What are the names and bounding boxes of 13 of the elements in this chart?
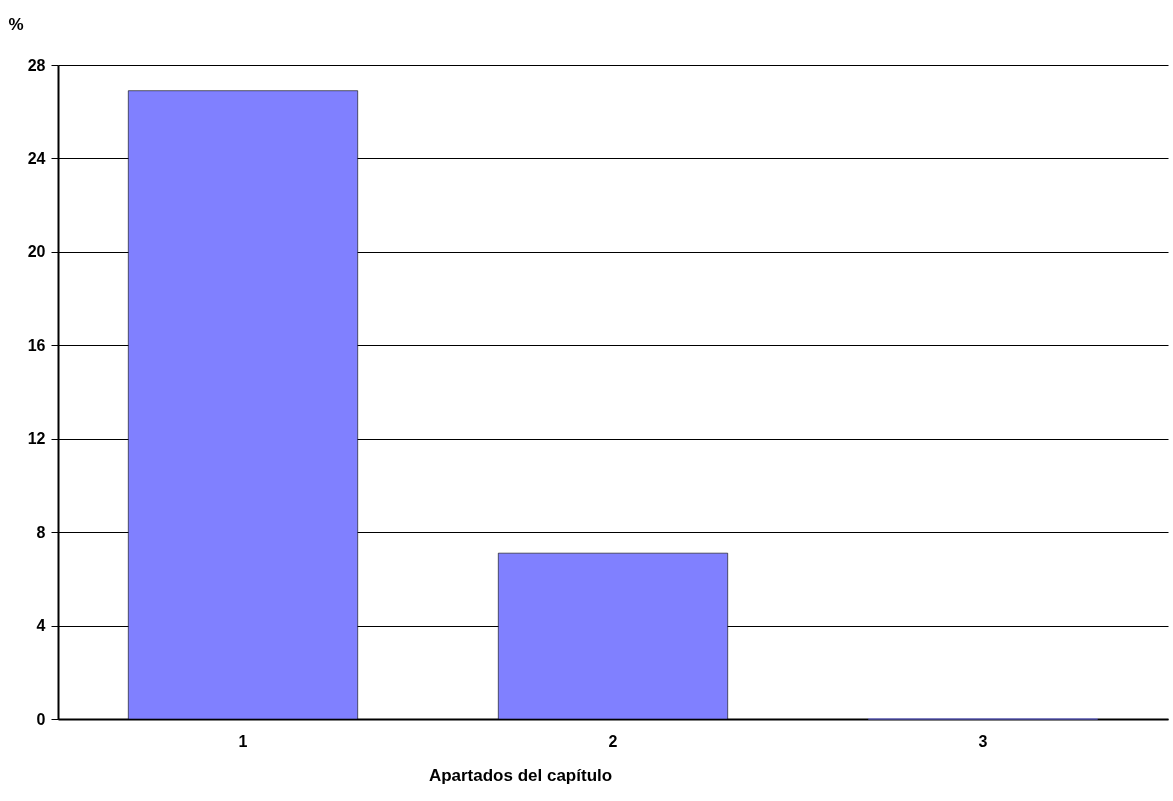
y-tick-label: 0 bbox=[36, 710, 46, 728]
x-tick-label: 2 bbox=[608, 732, 618, 750]
x-tick-label: 3 bbox=[978, 732, 988, 750]
y-tick-label: 16 bbox=[27, 336, 46, 354]
y-axis-title: % bbox=[8, 14, 24, 34]
y-tick-label: 12 bbox=[27, 430, 46, 448]
y-tick-label: 4 bbox=[36, 617, 46, 635]
x-axis-title: Apartados del capítulo bbox=[428, 765, 613, 785]
y-tick-label: 20 bbox=[27, 243, 46, 261]
x-tick-label: 1 bbox=[238, 732, 248, 750]
y-tick-label: 8 bbox=[36, 523, 46, 541]
y-tick-label: 28 bbox=[27, 56, 46, 74]
y-tick-label: 24 bbox=[27, 149, 46, 167]
